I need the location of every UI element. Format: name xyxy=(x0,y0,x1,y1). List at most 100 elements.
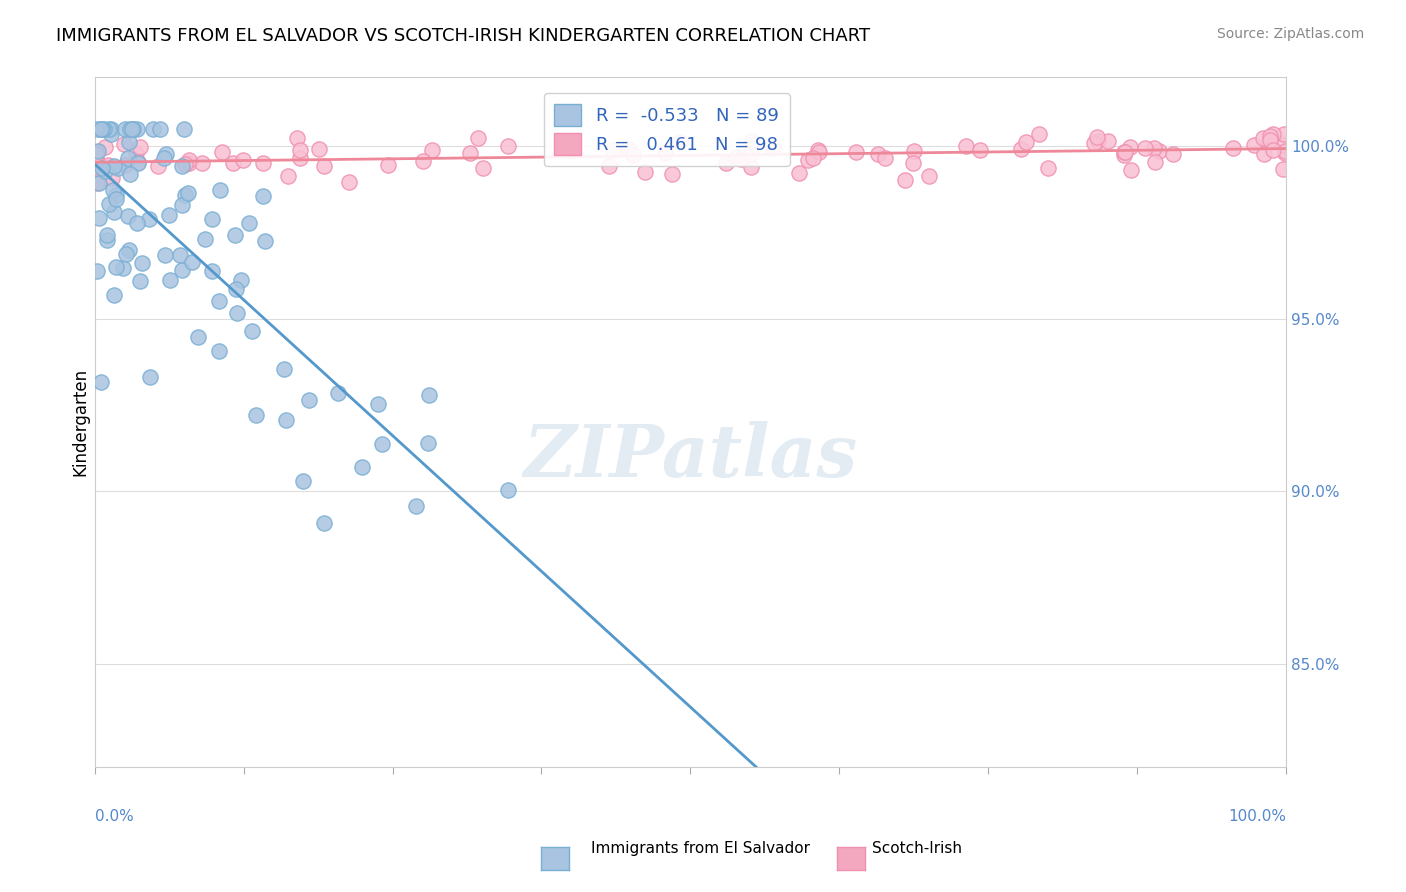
Point xyxy=(762,141,785,155)
Point xyxy=(226,306,249,320)
Point xyxy=(1147,144,1170,158)
Point xyxy=(191,156,214,170)
Point xyxy=(120,167,142,181)
Point xyxy=(118,136,141,150)
Point xyxy=(276,413,298,427)
Point xyxy=(602,144,624,158)
Point xyxy=(107,161,129,175)
Point xyxy=(1253,146,1275,161)
Point xyxy=(1119,162,1142,177)
Point xyxy=(131,256,153,270)
Text: ZIPatlas: ZIPatlas xyxy=(523,421,858,492)
Point xyxy=(1143,141,1166,155)
Point xyxy=(1274,144,1296,158)
Point xyxy=(285,130,308,145)
Point xyxy=(104,260,127,274)
Text: IMMIGRANTS FROM EL SALVADOR VS SCOTCH-IRISH KINDERGARTEN CORRELATION CHART: IMMIGRANTS FROM EL SALVADOR VS SCOTCH-IR… xyxy=(56,27,870,45)
Point xyxy=(128,274,150,288)
Point xyxy=(201,263,224,277)
Point xyxy=(104,192,127,206)
Point xyxy=(1263,127,1285,141)
Text: 100.0%: 100.0% xyxy=(1227,809,1286,823)
Point xyxy=(100,122,122,136)
Point xyxy=(177,153,200,167)
Point xyxy=(89,176,111,190)
Point xyxy=(93,122,115,136)
Point xyxy=(725,150,748,164)
Point xyxy=(103,159,125,173)
Point xyxy=(730,153,752,167)
Point xyxy=(90,375,112,389)
Point xyxy=(105,187,128,202)
Point xyxy=(740,161,762,175)
Point xyxy=(1135,141,1157,155)
Point xyxy=(1087,134,1109,148)
Point xyxy=(253,234,276,248)
Point xyxy=(370,436,392,450)
Point xyxy=(903,155,925,169)
Point xyxy=(84,145,107,159)
Point xyxy=(1271,161,1294,176)
Point xyxy=(298,393,321,408)
Legend: R =  -0.533   N = 89, R =   0.461   N = 98: R = -0.533 N = 89, R = 0.461 N = 98 xyxy=(544,94,790,166)
Point xyxy=(1028,127,1050,141)
Point xyxy=(96,233,118,247)
Point xyxy=(458,146,481,161)
Point xyxy=(125,122,148,136)
Point xyxy=(741,134,763,148)
Point xyxy=(1118,140,1140,154)
Point xyxy=(98,122,121,136)
Point xyxy=(1085,130,1108,145)
Point xyxy=(122,122,145,136)
Point xyxy=(633,165,655,179)
Point xyxy=(149,122,172,136)
Point xyxy=(139,369,162,384)
Point xyxy=(796,153,818,167)
Point xyxy=(314,159,336,173)
Point xyxy=(91,122,114,136)
Point xyxy=(127,216,149,230)
Point xyxy=(155,147,177,161)
Point xyxy=(208,293,231,308)
Point xyxy=(146,159,169,173)
Point xyxy=(288,151,311,165)
Text: 0.0%: 0.0% xyxy=(94,809,134,823)
Point xyxy=(152,151,174,165)
Point xyxy=(969,144,991,158)
Point xyxy=(201,211,224,226)
Point xyxy=(187,330,209,344)
Point xyxy=(352,459,374,474)
Point xyxy=(561,143,583,157)
Point xyxy=(211,145,233,160)
Point xyxy=(115,247,138,261)
Point xyxy=(153,247,176,261)
Point xyxy=(225,281,247,295)
Point xyxy=(209,183,232,197)
Point xyxy=(127,155,149,169)
Point xyxy=(252,156,274,170)
Point xyxy=(1036,161,1059,175)
Point xyxy=(1263,143,1285,157)
Point xyxy=(801,151,824,165)
Point xyxy=(273,362,295,376)
Point xyxy=(173,157,195,171)
Point xyxy=(224,228,246,243)
Point xyxy=(1272,127,1295,141)
Point xyxy=(112,260,135,275)
Point xyxy=(174,187,197,202)
Point xyxy=(1258,129,1281,144)
Point xyxy=(894,172,917,186)
Point xyxy=(84,122,107,136)
Text: Scotch-Irish: Scotch-Irish xyxy=(872,841,962,856)
Point xyxy=(807,143,830,157)
Point xyxy=(1222,141,1244,155)
Point xyxy=(377,158,399,172)
Text: Immigrants from El Salvador: Immigrants from El Salvador xyxy=(591,841,810,856)
Point xyxy=(873,151,896,165)
Point xyxy=(598,160,620,174)
Point xyxy=(740,147,762,161)
Point xyxy=(117,151,139,165)
Point xyxy=(337,175,360,189)
Point xyxy=(89,122,111,136)
Point xyxy=(170,159,193,173)
